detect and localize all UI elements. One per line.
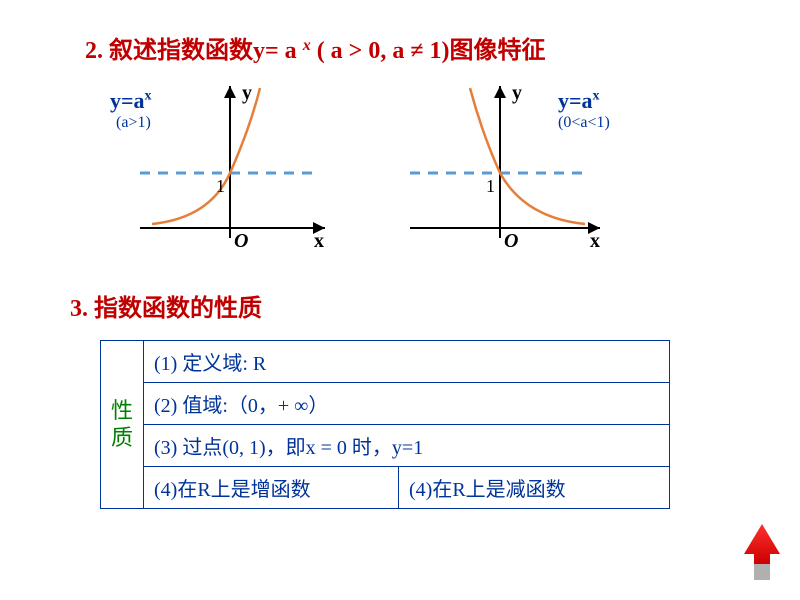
graph1-y-label: y — [242, 82, 252, 105]
graph-increasing: y=ax (a>1) y x O 1 — [110, 78, 350, 258]
table-row: (3) 过点(0, 1)，即x = 0 时，y=1 — [101, 425, 670, 467]
graph2-origin-label: O — [504, 230, 518, 253]
table-row: (4)在R上是增函数 (4)在R上是减函数 — [101, 467, 670, 509]
graph1-one-label: 1 — [216, 176, 225, 197]
properties-table: 性质 (1) 定义域: R (2) 值域:（0，+ ∞） (3) 过点(0, 1… — [100, 340, 670, 509]
table-row: (2) 值域:（0，+ ∞） — [101, 383, 670, 425]
heading-3-text: 指数函数的性质 — [94, 296, 262, 322]
up-arrow-icon — [742, 522, 782, 582]
table-cell: (4)在R上是增函数 — [144, 467, 399, 509]
heading-3: 3. 指数函数的性质 — [70, 288, 262, 323]
heading-2: 2. 叙述指数函数y= a x ( a > 0, a ≠ 1)图像特征 — [85, 30, 546, 65]
heading-2-sup: x — [303, 37, 311, 54]
graph1-x-label: x — [314, 230, 324, 253]
heading-3-num: 3. — [70, 296, 88, 322]
graph2-y-label: y — [512, 82, 522, 105]
table-cell: (4)在R上是减函数 — [399, 467, 670, 509]
graph1-origin-label: O — [234, 230, 248, 253]
table-cell: (1) 定义域: R — [144, 341, 670, 383]
table-cell: (3) 过点(0, 1)，即x = 0 时，y=1 — [144, 425, 670, 467]
graph2-svg — [400, 78, 640, 258]
graph-decreasing: y=ax (0<a<1) y x O 1 — [400, 78, 640, 258]
table-cell: (2) 值域:（0，+ ∞） — [144, 383, 670, 425]
heading-2-rest: ( a > 0, a ≠ 1)图像特征 — [317, 38, 546, 64]
table-side-label: 性质 — [101, 341, 144, 509]
table-row: 性质 (1) 定义域: R — [101, 341, 670, 383]
heading-2-num: 2. — [85, 38, 103, 64]
graph2-one-label: 1 — [486, 176, 495, 197]
graph2-x-label: x — [590, 230, 600, 253]
heading-2-text: 叙述指数函数y= a — [109, 38, 297, 64]
